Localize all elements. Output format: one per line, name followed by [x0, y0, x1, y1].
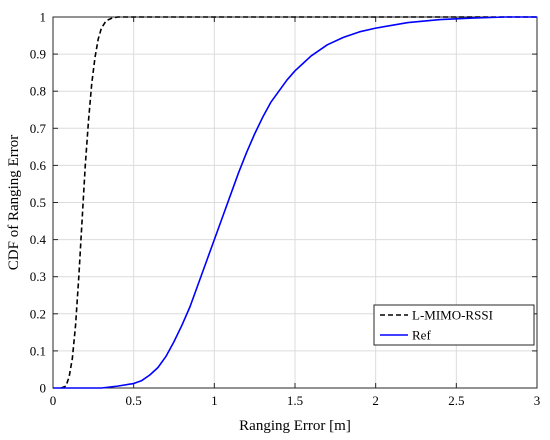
axis-ticks: 0 0.5 1 1.5 2 2.5 3 0 0.1 0.2 0.3 0.4 0.5 0.6 0.7 0.8 0.…	[30, 10, 541, 409]
y-tick-label: 0.8	[30, 84, 46, 99]
y-tick-label: 0.5	[30, 195, 46, 210]
y-tick-label: 0.9	[30, 47, 46, 62]
x-tick-label: 3	[534, 393, 541, 408]
y-tick-label: 0.6	[30, 158, 47, 173]
legend-box	[373, 304, 535, 346]
x-axis-label: Ranging Error [m]	[239, 418, 351, 434]
legend: L-MIMO-RSSI Ref	[373, 304, 535, 346]
x-tick-label: 1	[211, 393, 218, 408]
y-tick-label: 0.3	[30, 269, 46, 284]
y-tick-label: 0.4	[30, 232, 47, 247]
y-tick-label: 0.7	[30, 121, 47, 136]
series-line-ref	[53, 16, 537, 389]
series-lines	[53, 16, 537, 389]
x-tick-label: 2.5	[448, 393, 464, 408]
legend-entry-l-mimo-rssi: L-MIMO-RSSI	[412, 308, 493, 323]
y-tick-label: 0.2	[30, 306, 46, 321]
y-axis-label: CDF of Ranging Error	[6, 135, 22, 270]
x-tick-label: 0.5	[126, 393, 142, 408]
y-tick-label: 1	[40, 10, 47, 25]
x-tick-label: 0	[50, 393, 57, 408]
y-tick-label: 0	[40, 381, 47, 396]
legend-entry-ref: Ref	[412, 328, 431, 343]
x-tick-label: 2	[372, 393, 379, 408]
x-tick-label: 1.5	[287, 393, 303, 408]
y-tick-label: 0.1	[30, 343, 46, 358]
series-line-l-mimo-rssi	[60, 16, 537, 389]
